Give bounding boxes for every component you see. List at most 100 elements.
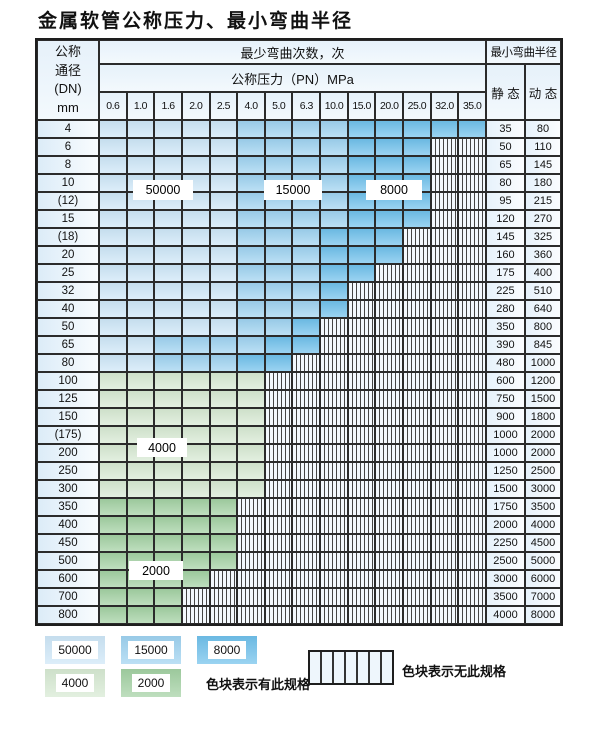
spec-cell [320,174,348,192]
spec-cell [209,426,238,444]
spec-cell [209,246,238,264]
no-spec-cell [458,372,486,390]
spec-cell [237,354,265,372]
dynamic-radius-cell: 800 [524,318,561,336]
pressure-tick: 10.0 [320,92,348,120]
no-spec-cell [458,300,486,318]
spec-cell [181,300,210,318]
no-spec-cell [347,552,376,570]
dn-cell: 500 [37,552,99,570]
no-spec-cell [347,570,376,588]
dynamic-radius-cell: 5000 [524,552,561,570]
spec-cell [154,300,182,318]
dn-cell: 800 [37,606,99,624]
spec-cell [99,228,127,246]
spec-cell [126,372,155,390]
pressure-header: 公称压力（PN）MPa [99,64,486,92]
static-radius-cell: 390 [485,336,525,354]
spec-cell [99,336,127,354]
dynamic-radius-cell: 360 [524,246,561,264]
no-spec-cell [458,318,486,336]
spec-cell [403,210,431,228]
no-spec-cell [458,552,486,570]
dn-cell: (18) [37,228,99,246]
dn-cell: 700 [37,588,99,606]
dynamic-radius-cell: 3000 [524,480,561,498]
spec-cell [209,480,238,498]
spec-cell [320,264,348,282]
static-radius-cell: 1000 [485,426,525,444]
no-spec-cell [458,246,486,264]
cycle-label-8000: 8000 [366,180,422,200]
spec-cell [126,606,155,624]
dynamic-radius-cell: 1800 [524,408,561,426]
no-spec-cell [403,552,431,570]
spec-cell [126,480,155,498]
table-row: 15 120 270 [37,210,561,228]
table-row: 50 350 800 [37,318,561,336]
spec-cell [237,408,265,426]
no-spec-cell [264,498,293,516]
no-spec-cell [458,498,486,516]
no-spec-cell [320,552,348,570]
no-spec-cell [458,444,486,462]
no-spec-cell [292,444,321,462]
spec-cell [99,138,127,156]
spec-cell [237,300,265,318]
spec-cell [237,480,265,498]
spec-cell [292,228,321,246]
spec-cell [99,588,127,606]
no-spec-cell [458,264,486,282]
spec-cell [154,210,182,228]
legend-row-1: 50000 15000 8000 [45,636,257,664]
legend-swatch-4000: 4000 [45,669,105,697]
dn-cell: 300 [37,480,99,498]
table-row: 800 4000 8000 [37,606,561,624]
no-spec-cell [347,444,376,462]
no-spec-cell [403,354,431,372]
dn-cell: (12) [37,192,99,210]
dn-cell: 400 [37,516,99,534]
spec-cell [292,318,321,336]
spec-cell [209,444,238,462]
spec-cell [209,264,238,282]
no-spec-cell [347,372,376,390]
no-spec-cell [375,426,404,444]
static-radius-cell: 750 [485,390,525,408]
no-spec-cell [458,408,486,426]
no-spec-cell [320,516,348,534]
spec-cell [99,480,127,498]
spec-cell [181,210,210,228]
table-row: 300 1500 3000 [37,480,561,498]
spec-cell [126,228,155,246]
spec-cell [154,282,182,300]
no-spec-cell [264,408,293,426]
spec-cell [99,318,127,336]
no-spec-cell [264,516,293,534]
static-radius-cell: 350 [485,318,525,336]
dynamic-radius-cell: 1500 [524,390,561,408]
no-spec-cell [237,516,265,534]
pressure-tick: 1.0 [126,92,155,120]
dn-header-line4: mm [57,99,79,115]
static-radius-cell: 65 [485,156,525,174]
no-spec-cell [403,282,431,300]
pressure-tick: 2.0 [181,92,210,120]
static-radius-cell: 95 [485,192,525,210]
spec-cell [154,336,182,354]
spec-cell [320,210,348,228]
dynamic-radius-cell: 215 [524,192,561,210]
spec-cell [209,336,238,354]
dynamic-radius-cell: 4000 [524,516,561,534]
no-spec-cell [375,570,404,588]
no-spec-cell [320,462,348,480]
no-spec-cell [430,228,459,246]
no-spec-cell [320,354,348,372]
spec-cell [181,372,210,390]
spec-cell [181,138,210,156]
no-spec-cell [458,534,486,552]
spec-cell [237,210,265,228]
dn-cell: 40 [37,300,99,318]
no-spec-cell [320,318,348,336]
no-spec-cell [264,570,293,588]
